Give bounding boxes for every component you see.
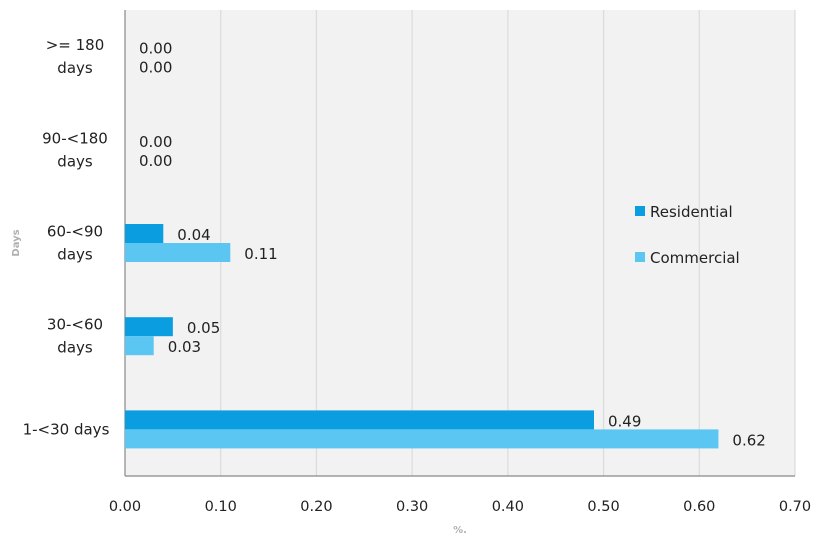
y-category-label: 60-<90 days	[47, 223, 103, 264]
x-tick-label: 0.70	[779, 499, 811, 515]
data-label: 0.11	[244, 245, 277, 263]
y-category-label: 30-<60 days	[47, 316, 103, 357]
y-axis-title: Days	[11, 229, 22, 256]
bars	[125, 224, 719, 449]
x-axis-title: %.	[453, 525, 467, 536]
legend: Residential Commercial	[635, 203, 740, 267]
data-label: 0.00	[139, 133, 172, 151]
x-tick-label: 0.20	[300, 499, 332, 515]
data-label: 0.62	[732, 431, 765, 449]
legend-label-residential: Residential	[650, 203, 733, 221]
legend-swatch-residential	[635, 206, 645, 216]
bar-commercial	[125, 429, 719, 449]
legend-swatch-commercial	[635, 252, 645, 262]
plot-area	[125, 10, 795, 476]
bar-residential	[125, 410, 594, 430]
data-label: 0.03	[168, 338, 201, 356]
bar-residential	[125, 317, 173, 337]
x-tick-label: 0.50	[587, 499, 619, 515]
x-tick-label: 0.30	[396, 499, 428, 515]
legend-label-commercial: Commercial	[650, 249, 740, 267]
y-category-label: >= 180 days	[46, 36, 105, 77]
y-category-labels: 1-<30 days 30-<60 days 60-<90 days 90-<180 day…	[23, 36, 110, 438]
x-tick-label: 0.00	[109, 499, 141, 515]
y-category-label: 90-<180 days	[42, 129, 108, 170]
x-tick-labels: 0.00 0.10 0.20 0.30 0.40 0.50 0.60 0.70	[109, 499, 811, 515]
x-tick-label: 0.10	[205, 499, 237, 515]
data-label: 0.00	[139, 59, 172, 77]
gridlines	[220, 10, 796, 476]
bar-commercial	[125, 336, 154, 356]
data-label: 0.00	[139, 40, 172, 58]
bar-commercial	[125, 243, 231, 262]
data-label: 0.49	[608, 412, 641, 430]
data-label: 0.04	[177, 226, 210, 244]
bar-residential	[125, 224, 164, 243]
y-category-label: 1-<30 days	[23, 420, 110, 438]
x-tick-label: 0.40	[492, 499, 524, 515]
x-tick-label: 0.60	[683, 499, 715, 515]
data-labels: 0.490.620.050.030.040.110.000.000.000.00	[139, 40, 766, 450]
data-label: 0.00	[139, 152, 172, 170]
data-label: 0.05	[187, 319, 220, 337]
